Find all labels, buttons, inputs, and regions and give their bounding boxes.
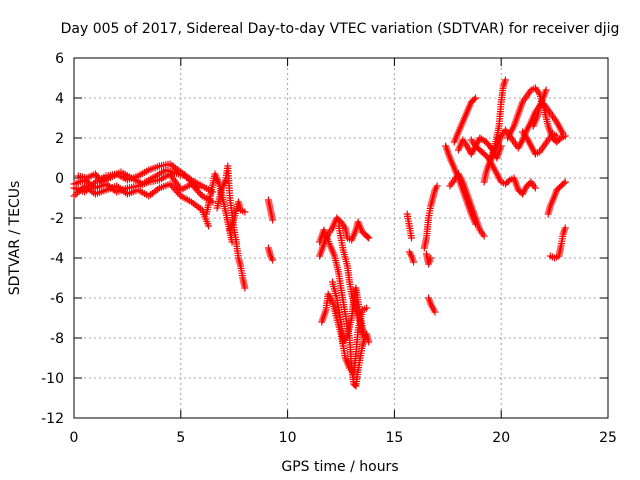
x-tick-label: 20 bbox=[492, 430, 510, 446]
data-point bbox=[410, 258, 418, 266]
data-point bbox=[431, 308, 439, 316]
data-point bbox=[183, 174, 191, 181]
data-point bbox=[501, 76, 509, 84]
data-point bbox=[269, 216, 277, 224]
plot-frame bbox=[73, 57, 609, 419]
data-point bbox=[209, 198, 217, 206]
data-point bbox=[175, 190, 183, 198]
x-tick-label: 25 bbox=[599, 430, 617, 446]
data-point bbox=[407, 234, 415, 242]
data-point bbox=[172, 187, 180, 195]
x-tick-label: 10 bbox=[279, 430, 297, 446]
data-point bbox=[70, 192, 78, 200]
x-axis-title: GPS time / hours bbox=[281, 459, 398, 475]
x-tick-label: 5 bbox=[176, 430, 185, 446]
data-point bbox=[351, 381, 359, 389]
data-point bbox=[480, 232, 488, 240]
y-tick-label: -8 bbox=[50, 331, 64, 347]
y-tick-label: -10 bbox=[41, 371, 64, 387]
data-point bbox=[542, 86, 550, 94]
data-point bbox=[241, 284, 249, 292]
x-tick-label: 0 bbox=[70, 430, 79, 446]
y-tick-label: -6 bbox=[50, 291, 64, 307]
data-point bbox=[472, 94, 480, 102]
data-point bbox=[166, 180, 174, 188]
x-tick-label: 15 bbox=[385, 430, 403, 446]
data-point bbox=[184, 175, 192, 183]
data-point bbox=[365, 338, 373, 346]
data-point bbox=[560, 179, 568, 187]
data-point bbox=[186, 177, 194, 184]
chart-title: Day 005 of 2017, Sidereal Day-to-day VTE… bbox=[61, 21, 620, 37]
data-point bbox=[561, 178, 569, 186]
data-point bbox=[358, 330, 366, 338]
data-point bbox=[194, 184, 202, 192]
data-point bbox=[187, 178, 195, 186]
data-point bbox=[470, 95, 478, 103]
data-point bbox=[174, 189, 182, 197]
axes: 0 5 10 15 20 25 -12 -10 -8 -6 -4 -2 0 2 4 6 bbox=[41, 51, 617, 446]
y-tick-label: -2 bbox=[50, 211, 64, 227]
data-point bbox=[192, 183, 200, 190]
y-tick-label: -4 bbox=[50, 251, 64, 267]
data-point bbox=[189, 180, 197, 187]
data-point bbox=[197, 190, 205, 198]
y-tick-label: -12 bbox=[41, 411, 64, 427]
data-point bbox=[241, 208, 249, 216]
data-point bbox=[553, 132, 561, 140]
data-point bbox=[531, 184, 539, 192]
data-point bbox=[168, 182, 176, 190]
data-point bbox=[360, 334, 368, 342]
y-tick-label: 4 bbox=[55, 91, 64, 107]
data-point bbox=[427, 254, 435, 262]
data-point bbox=[169, 183, 177, 191]
y-tick-label: 0 bbox=[55, 171, 64, 187]
data-point bbox=[171, 185, 179, 193]
y-tick-label: 2 bbox=[55, 131, 64, 147]
y-tick-label: 6 bbox=[55, 51, 64, 67]
data-points bbox=[70, 76, 569, 390]
data-point bbox=[195, 189, 203, 197]
data-point bbox=[561, 224, 569, 232]
data-point bbox=[365, 234, 373, 242]
data-point bbox=[181, 172, 189, 180]
data-point bbox=[364, 233, 372, 241]
data-point bbox=[433, 182, 441, 190]
data-point bbox=[191, 181, 199, 189]
data-point bbox=[504, 177, 512, 185]
data-point bbox=[561, 132, 569, 140]
data-point bbox=[269, 256, 277, 264]
y-axis-title: SDTVAR / TECUs bbox=[7, 181, 23, 296]
data-point bbox=[363, 304, 371, 312]
data-point bbox=[205, 222, 213, 230]
